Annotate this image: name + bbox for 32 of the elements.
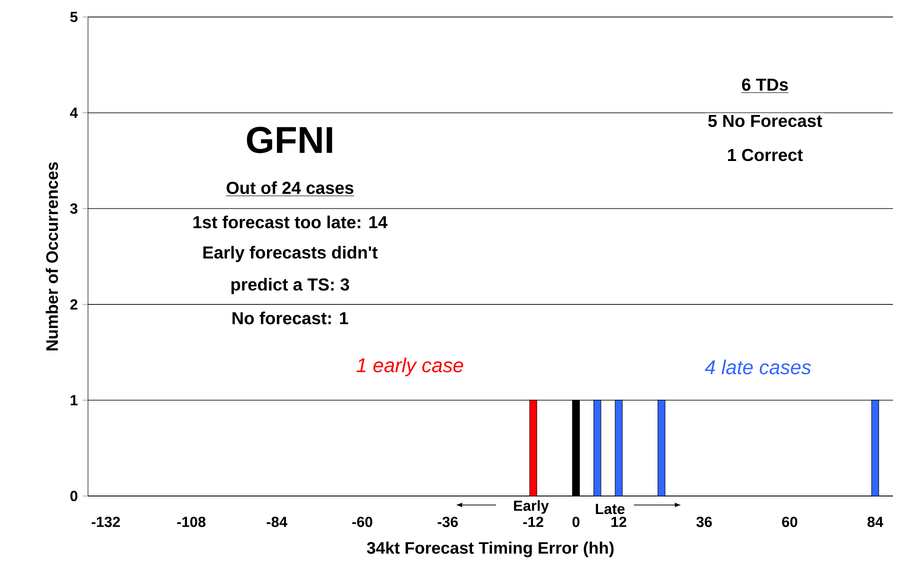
text: 1 early case xyxy=(356,358,464,376)
x-tick-label: 36 xyxy=(696,516,712,528)
annotation: 5 No Forecast xyxy=(708,114,822,128)
y-tick-label: 1 xyxy=(70,395,78,406)
annotation: predict a TS: 3 xyxy=(231,278,350,294)
x-tick-label: -60 xyxy=(352,516,372,528)
x-tick-label: -132 xyxy=(92,516,120,528)
y-tick-label: 2 xyxy=(70,299,78,310)
annotation: 6 TDs xyxy=(742,78,788,91)
text: Late xyxy=(596,504,625,514)
y-tick-label: 4 xyxy=(70,108,78,118)
y-tick-label: 5 xyxy=(70,12,78,22)
annotation: 1 Correct xyxy=(728,148,803,162)
x-tick-label: -12 xyxy=(523,516,544,527)
x-tick-label: 84 xyxy=(867,516,884,528)
y-tick-label: 0 xyxy=(70,490,78,502)
x-tick-label: -84 xyxy=(266,516,288,528)
x-tick-label: -108 xyxy=(177,516,206,528)
x-tick-label: 0 xyxy=(572,516,580,528)
y-axis-title: Number of Occurrences xyxy=(46,162,58,350)
annotation: Early forecasts didn't xyxy=(203,246,378,262)
x-tick-label: 12 xyxy=(611,516,626,527)
text: Early xyxy=(514,500,549,514)
text: 4 late cases xyxy=(704,360,811,374)
x-tick-label: -36 xyxy=(438,516,458,528)
x-axis-title: 34kt Forecast Timing Error (hh) xyxy=(366,542,614,558)
annotation: 1st forecast too late: 14 xyxy=(193,216,388,228)
x-tick-label: 60 xyxy=(782,516,798,528)
y-tick-label: 3 xyxy=(70,203,78,214)
annotation: No forecast: 1 xyxy=(232,312,348,324)
annotation: Out of 24 cases xyxy=(226,181,354,194)
annotation: GFNI xyxy=(246,126,332,154)
